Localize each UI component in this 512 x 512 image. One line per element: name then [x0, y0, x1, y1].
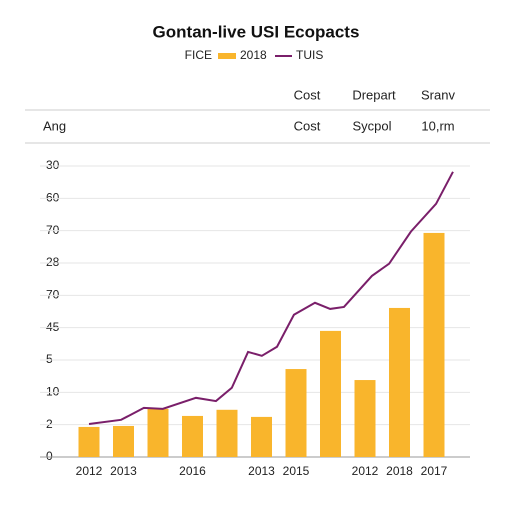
bar — [216, 409, 238, 457]
bar — [182, 415, 203, 457]
x-tick-label: 2013 — [248, 464, 275, 478]
table-header: Sranv — [421, 87, 455, 102]
legend-title: FICE — [185, 48, 212, 62]
table-header: Drepart — [352, 87, 396, 102]
line — [88, 171, 454, 426]
x-tick-label: 2012 — [76, 464, 103, 478]
bar — [320, 330, 341, 457]
table-cell: Sycpol — [352, 118, 391, 133]
x-tick-label: 2015 — [283, 464, 310, 478]
table-cell: 10,rm — [421, 118, 454, 133]
table-cell: Cost — [294, 118, 321, 133]
bar — [113, 425, 134, 457]
legend-label: 2018 — [240, 48, 267, 62]
bar — [285, 369, 307, 457]
bar — [423, 232, 445, 457]
y-tick-label: 70 — [46, 288, 60, 302]
y-tick-label: 10 — [46, 385, 60, 399]
x-tick-label: 2018 — [386, 464, 413, 478]
x-tick-label: 2016 — [179, 464, 206, 478]
y-tick-label: 30 — [46, 158, 60, 172]
table-cell: Ang — [43, 118, 66, 133]
x-tick-label: 2013 — [110, 464, 137, 478]
x-tick-label: 2012 — [352, 464, 379, 478]
y-tick-label: 60 — [46, 191, 60, 205]
bar — [251, 416, 272, 457]
bar — [389, 307, 410, 457]
y-tick-label: 45 — [46, 320, 60, 334]
legend-label: TUIS — [296, 48, 323, 62]
y-tick-label: 28 — [46, 255, 60, 269]
chart-title: Gontan-live USI Ecopacts — [153, 22, 360, 41]
x-tick-label: 2017 — [421, 464, 448, 478]
y-tick-label: 70 — [46, 223, 60, 237]
y-tick-label: 0 — [46, 449, 53, 463]
bar — [78, 426, 100, 457]
legend-swatch — [218, 53, 236, 59]
bar — [147, 408, 169, 457]
y-tick-label: 2 — [46, 417, 53, 431]
y-tick-label: 5 — [46, 352, 53, 366]
bar — [354, 380, 376, 457]
table-header: Cost — [294, 87, 321, 102]
